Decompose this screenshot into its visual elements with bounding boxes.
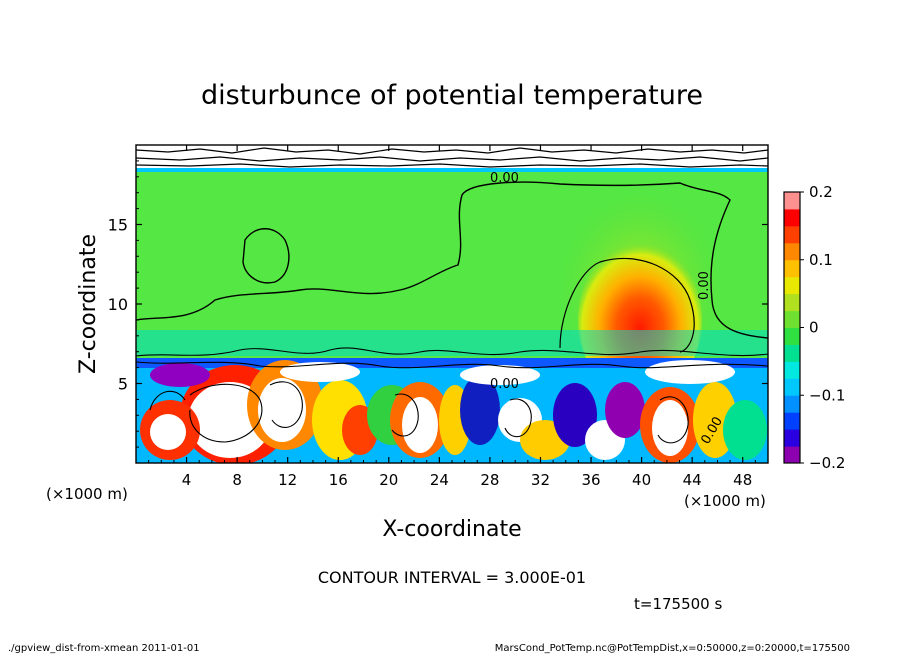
y-tick-label: 10 [108,295,128,314]
x-tick-label: 4 [182,471,192,489]
x-axis: 4 8 12 16 20 24 28 32 36 40 44 48 [148,145,756,489]
colorbar-swatch [784,429,800,447]
contour-label: 0.00 [490,171,519,186]
contour-label: 0.00 [697,271,712,300]
footer-right: MarsCond_PotTemp.nc@PotTempDist,x=0:5000… [495,643,850,654]
y-tick-label: 15 [108,216,128,235]
y-axis-label: Z-coordinate [76,234,101,374]
colorbar-tick-label: −0.1 [809,386,845,404]
colorbar-swatch [784,242,800,261]
colorbar-swatch [784,276,800,295]
y-axis: 5 10 15 [108,160,768,448]
y-tick-label: 5 [118,375,128,394]
colorbar-swatch [784,259,800,278]
colorbar-swatch [784,327,800,345]
x-tick-label: 28 [480,471,499,489]
colorbar-tick-label: 0.1 [809,251,833,269]
colorbar: 0.2 0.1 0 −0.1 −0.2 [783,183,845,472]
x-tick-label: 8 [232,471,242,489]
colorbar-swatch [784,446,800,464]
colorbar-tick-label: 0 [809,319,819,337]
zero-contour-blob [559,257,695,353]
x-axis-unit: (×1000 m) [46,485,128,503]
top-band-edge [136,168,768,172]
x-tick-label: 40 [632,471,651,489]
x-tick-label: 48 [733,471,752,489]
time-label: t=175500 s [634,595,722,613]
lower-contours [149,381,689,444]
top-noise-contours [136,147,768,168]
colorbar-swatch [784,208,800,227]
interface-contours [136,347,768,369]
colorbar-tick-label: 0.2 [809,183,833,201]
x-axis-label: X-coordinate [382,517,521,542]
colorbar-swatch [784,310,800,328]
x-tick-label: 12 [278,471,297,489]
colorbar-swatch [784,361,800,379]
x-axis-unit-right: (×1000 m) [684,492,766,510]
zero-contour-upper [136,181,768,339]
contour-label: 0.00 [490,377,519,392]
colorbar-swatch [784,293,800,312]
contour-interval: CONTOUR INTERVAL = 3.000E-01 [318,568,586,587]
colorbar-swatch [784,412,800,430]
colorbar-swatch [784,225,800,244]
colorbar-swatch [784,192,800,210]
lower-vortices [136,358,768,463]
colorbar-swatch [784,395,800,413]
colorbar-tick-label: −0.2 [809,454,845,472]
chart-title: disturbunce of potential temperature [201,80,703,111]
plot-area: 0.00 0.00 0.00 0.00 [136,145,768,463]
x-tick-label: 36 [581,471,600,489]
colorbar-swatch [784,378,800,396]
x-tick-label: 20 [379,471,398,489]
x-tick-label: 32 [531,471,550,489]
footer-left: ./gpview_dist-from-xmean 2011-01-01 [8,643,200,654]
x-tick-label: 16 [329,471,348,489]
zero-contour-island [242,228,290,284]
x-tick-label: 24 [430,471,449,489]
colorbar-swatch [784,344,800,362]
x-tick-label: 44 [683,471,702,489]
